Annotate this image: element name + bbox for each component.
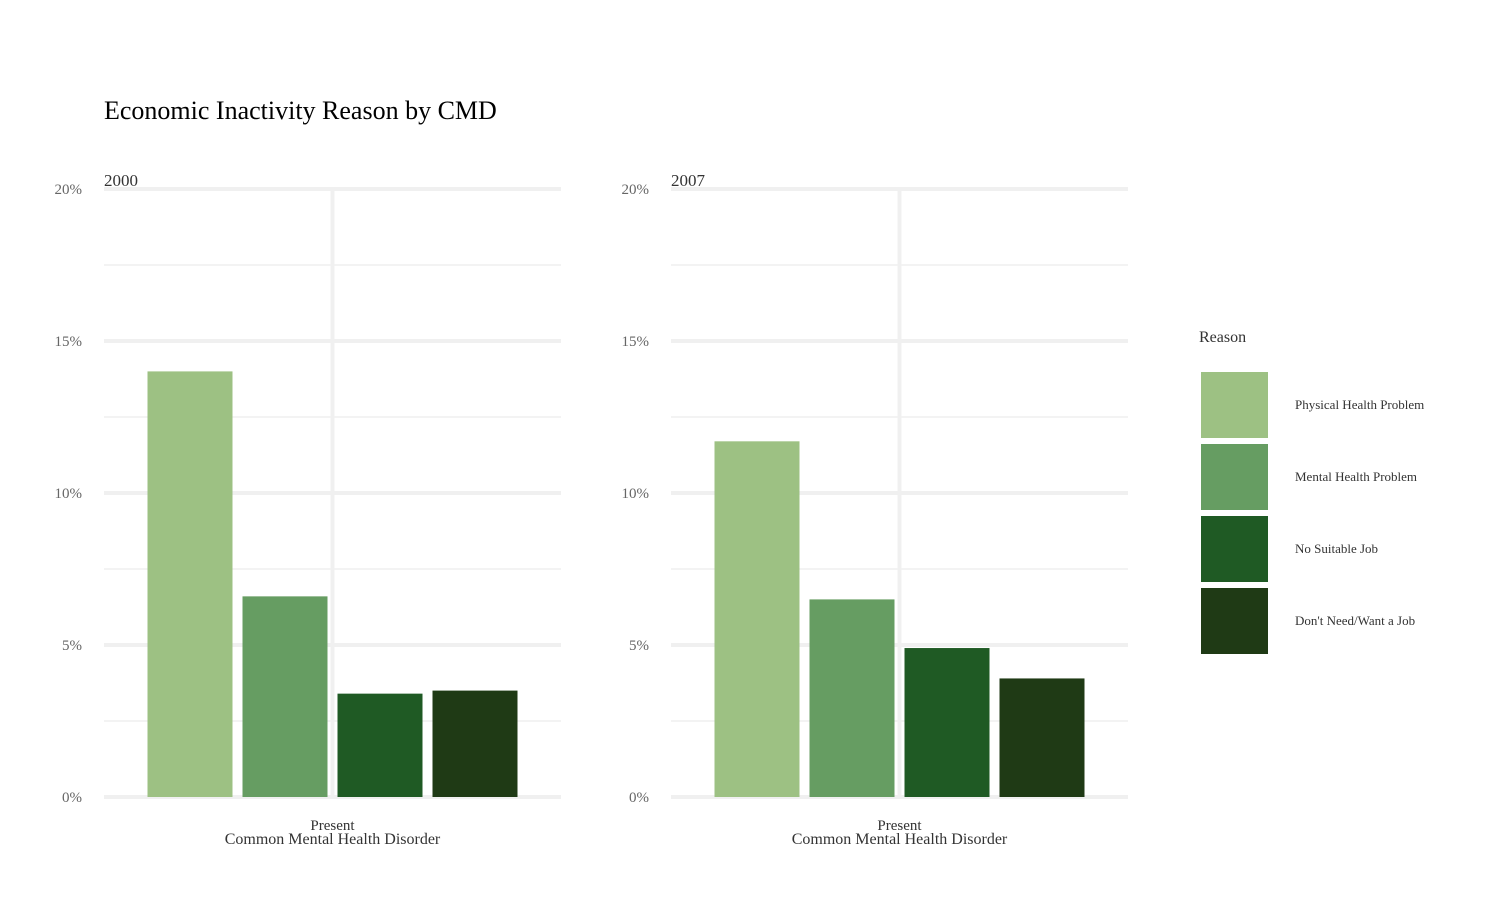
bar-don-t-need-want-a-job bbox=[999, 678, 1085, 797]
y-tick-label: 20% bbox=[622, 182, 650, 198]
y-tick-label: 0% bbox=[629, 790, 649, 806]
bar-physical-health-problem bbox=[147, 371, 233, 797]
legend-label: Mental Health Problem bbox=[1295, 469, 1417, 484]
bar-don-t-need-want-a-job bbox=[432, 690, 518, 797]
y-tick-label: 5% bbox=[62, 638, 82, 654]
legend-title: Reason bbox=[1199, 329, 1246, 346]
legend: Reason Physical Health Problem Mental Hea… bbox=[1199, 329, 1424, 654]
panel-label: 2000 bbox=[104, 171, 138, 190]
y-tick-label: 15% bbox=[622, 334, 650, 350]
legend-swatch bbox=[1201, 588, 1268, 654]
bar-physical-health-problem bbox=[714, 441, 800, 797]
panel-label: 2007 bbox=[671, 171, 706, 190]
x-tick-label: Present bbox=[310, 818, 355, 834]
bar-mental-health-problem bbox=[809, 599, 895, 797]
y-tick-label: 5% bbox=[629, 638, 649, 654]
bar-mental-health-problem bbox=[242, 596, 328, 797]
y-tick-label: 15% bbox=[55, 334, 83, 350]
legend-swatch bbox=[1201, 516, 1268, 582]
y-tick-label: 0% bbox=[62, 790, 82, 806]
x-axis-title: Common Mental Health Disorder bbox=[792, 831, 1008, 848]
y-tick-label: 20% bbox=[55, 182, 83, 198]
legend-swatch bbox=[1201, 444, 1268, 510]
legend-label: No Suitable Job bbox=[1295, 541, 1378, 556]
legend-label: Don't Need/Want a Job bbox=[1295, 613, 1415, 628]
bar-no-suitable-job bbox=[337, 693, 423, 797]
bar-no-suitable-job bbox=[904, 648, 990, 797]
x-tick-label: Present bbox=[877, 818, 922, 834]
chart-title: Economic Inactivity Reason by CMD bbox=[104, 96, 497, 125]
x-axis-title: Common Mental Health Disorder bbox=[225, 831, 441, 848]
legend-swatch bbox=[1201, 372, 1268, 438]
legend-label: Physical Health Problem bbox=[1295, 397, 1424, 412]
y-tick-label: 10% bbox=[55, 486, 83, 502]
y-tick-label: 10% bbox=[622, 486, 650, 502]
